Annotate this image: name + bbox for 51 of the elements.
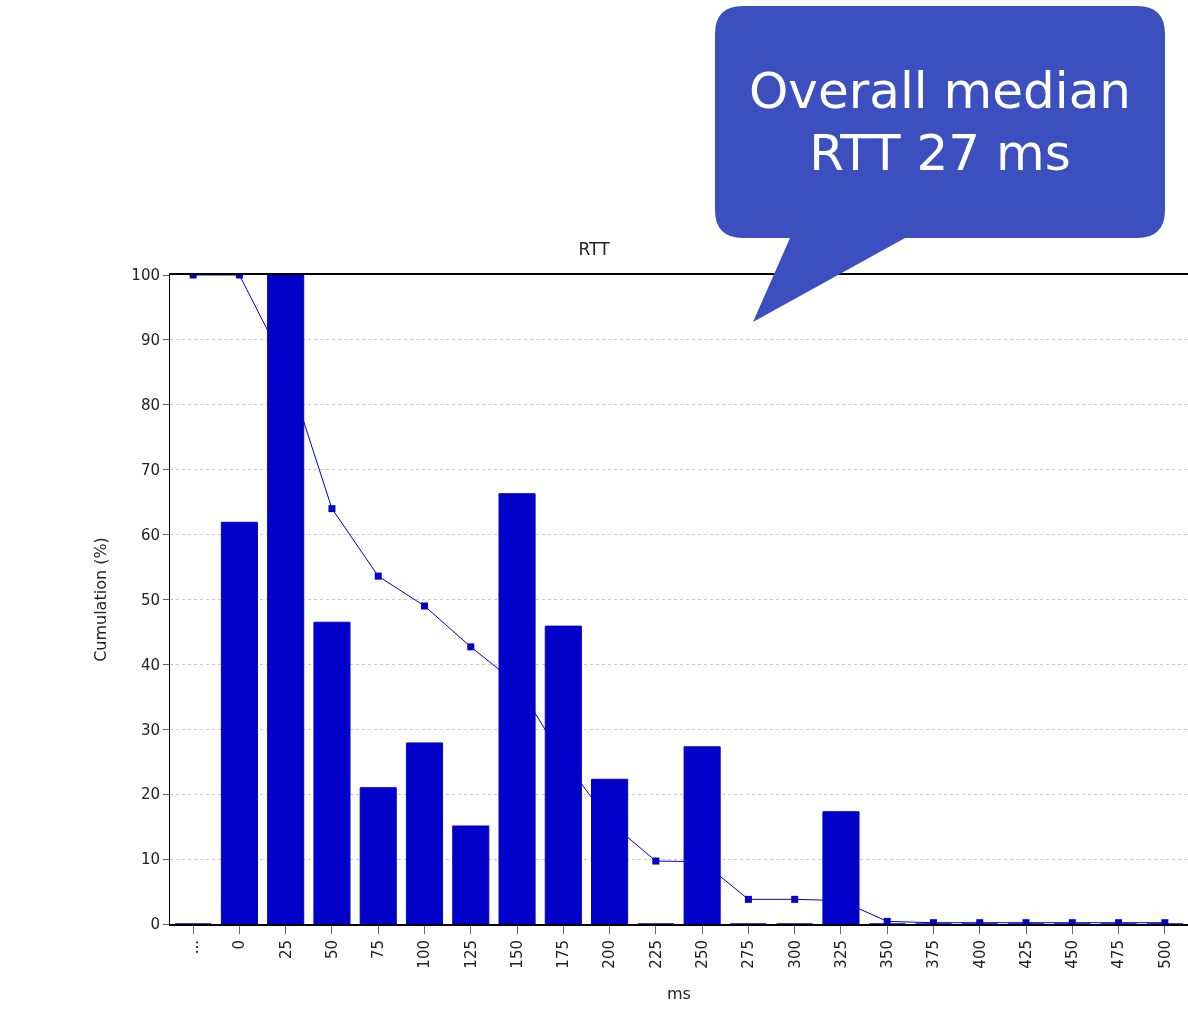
bar: [405, 742, 444, 924]
x-axis-title: ms: [667, 983, 691, 1003]
x-tick-label: 500: [1155, 940, 1174, 969]
x-tick-label: 300: [785, 940, 804, 969]
point: [744, 895, 752, 903]
x-tick-label: 425: [1016, 940, 1035, 969]
y-tick-label: 50: [140, 590, 160, 609]
y-tick-label: 10: [140, 850, 160, 869]
y-tick-label: 40: [140, 655, 160, 674]
x-tick-label: 100: [415, 940, 434, 969]
x-tick-label: 225: [646, 940, 665, 969]
x-tick-label: 150: [507, 940, 526, 969]
y-tick-label: 70: [140, 460, 160, 479]
x-tick-label: 475: [1109, 940, 1128, 969]
point: [883, 917, 891, 924]
point: [328, 505, 336, 513]
y-tick-label: 0: [150, 915, 160, 934]
y-tick-label: 90: [140, 331, 160, 350]
x-tick-label: 325: [831, 940, 850, 969]
point: [421, 602, 428, 610]
point: [652, 857, 660, 865]
y-tick-label: 60: [140, 525, 160, 544]
x-tick-label: 275: [739, 940, 758, 969]
x-tick-label: 350: [878, 940, 897, 969]
x-tick-label: ...: [184, 940, 203, 955]
x-tick-label: 75: [369, 940, 388, 960]
y-tick-label: 80: [140, 396, 160, 415]
x-tick-label: 200: [600, 940, 619, 969]
bar: [220, 521, 258, 924]
bar: [359, 787, 397, 924]
x-tick-label: 50: [322, 940, 341, 960]
y-axis-title: Cumulation (%): [91, 537, 111, 662]
x-tick-label: 0: [230, 940, 249, 950]
bar: [452, 825, 490, 924]
point: [791, 895, 799, 903]
x-tick-label: 250: [693, 940, 712, 969]
y-tick-label: 30: [140, 720, 160, 739]
text: Overall median RTT 27 ms: [748, 61, 1132, 184]
x-tick-label: 25: [276, 940, 295, 960]
point: [467, 643, 475, 651]
x-tick-label: 450: [1063, 940, 1082, 969]
x-tick-label: 125: [461, 940, 480, 969]
bar: [313, 621, 351, 924]
point: [374, 572, 382, 580]
chart-title: RTT: [578, 239, 611, 259]
y-tick-label: 100: [131, 266, 160, 285]
y-tick-label: 20: [140, 785, 160, 804]
point: [930, 919, 937, 924]
x-tick-label: 400: [970, 940, 989, 969]
x-tick-label: 375: [924, 940, 943, 969]
x-tick-label: 175: [554, 940, 573, 969]
